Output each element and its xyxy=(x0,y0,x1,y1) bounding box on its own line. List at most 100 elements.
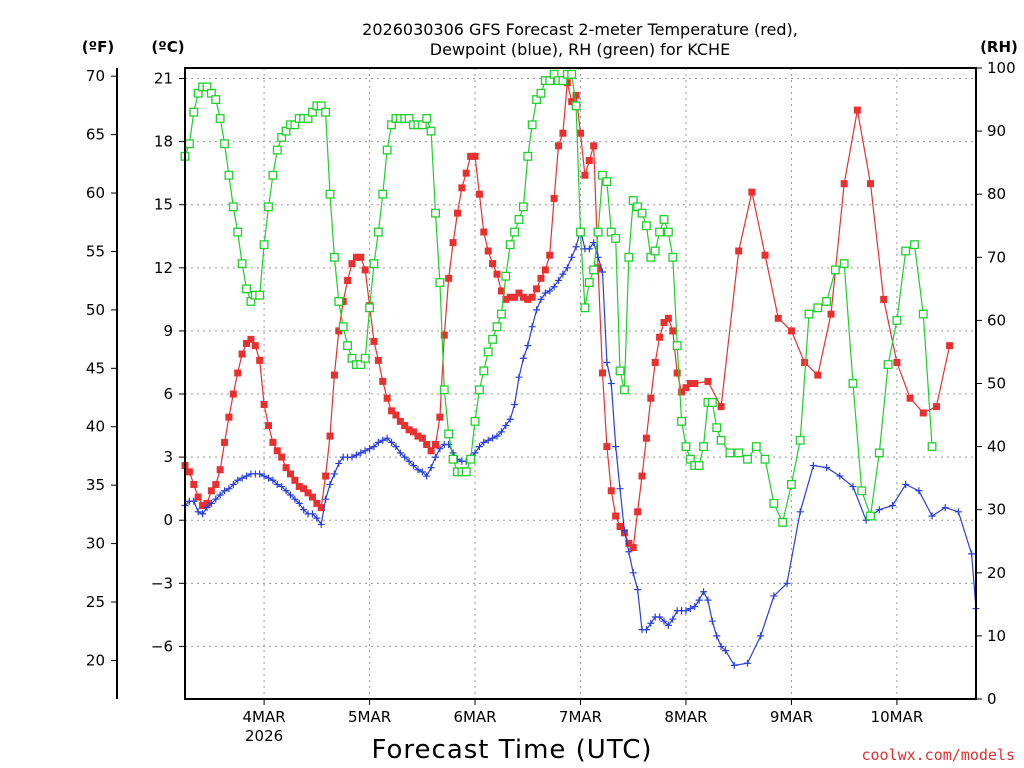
dewpoint-point xyxy=(809,462,817,470)
dewpoint-point xyxy=(401,453,409,461)
temperature-point xyxy=(506,293,514,301)
temperature-point xyxy=(612,512,620,520)
rh-point xyxy=(760,454,770,464)
dewpoint-point xyxy=(730,661,738,669)
rh-point xyxy=(527,120,537,130)
temperature-point xyxy=(541,266,549,274)
dewpoint-point xyxy=(783,579,791,587)
dewpoint-point xyxy=(493,432,501,440)
temperature-point xyxy=(537,274,545,282)
temperature-point xyxy=(629,544,637,552)
temperature-point xyxy=(185,468,193,476)
x-tick-label: 9MAR xyxy=(770,708,813,726)
rh-point xyxy=(268,170,278,180)
temperature-point xyxy=(625,539,633,547)
dewpoint-point xyxy=(256,470,264,478)
temperature-point xyxy=(704,377,712,385)
temperature-point xyxy=(379,377,387,385)
dewpoint-point xyxy=(770,592,778,600)
temperature-point xyxy=(502,295,510,303)
dewpoint-point xyxy=(414,466,422,474)
fahrenheit-tick-label: 65 xyxy=(86,126,105,144)
rh-tick-label: 20 xyxy=(987,564,1006,582)
temperature-point xyxy=(590,142,598,150)
rh-point xyxy=(448,454,458,464)
rh-point xyxy=(778,517,788,527)
dewpoint-point xyxy=(691,602,699,610)
dewpoint-point xyxy=(194,508,202,516)
dewpoint-point xyxy=(207,499,215,507)
temperature-point xyxy=(533,285,541,293)
rh-point xyxy=(224,170,234,180)
temperature-point xyxy=(581,171,589,179)
rh-point xyxy=(334,297,344,306)
rh-point xyxy=(910,240,919,250)
temperature-point xyxy=(418,434,426,442)
dewpoint-point xyxy=(317,520,325,528)
x-tick-sublabel: 2026 xyxy=(245,727,283,745)
dewpoint-point xyxy=(308,510,316,518)
rh-point xyxy=(883,360,893,370)
dewpoint-line xyxy=(184,229,977,666)
rh-point xyxy=(505,240,515,250)
temperature-point xyxy=(651,358,659,366)
temperature-point xyxy=(194,493,202,501)
rh-point xyxy=(567,69,577,79)
rh-point xyxy=(641,221,651,231)
rh-point xyxy=(518,202,528,212)
rh-point xyxy=(743,454,752,464)
dewpoint-point xyxy=(361,447,369,455)
dewpoint-point xyxy=(234,476,242,484)
dewpoint-point xyxy=(823,464,831,472)
temperature-point xyxy=(761,251,769,259)
temperature-point xyxy=(932,403,940,411)
x-tick-label: 5MAR xyxy=(348,708,391,726)
dewpoint-point xyxy=(889,501,897,509)
temperature-point xyxy=(396,417,404,425)
temperature-point xyxy=(840,180,848,188)
temperature-point xyxy=(322,472,330,480)
x-tick-label: 7MAR xyxy=(559,708,602,726)
temperature-point xyxy=(664,314,672,322)
dewpoint-point xyxy=(436,445,444,453)
temperature-point xyxy=(238,350,246,358)
rh-tick-label: 10 xyxy=(987,627,1006,645)
temperature-point xyxy=(388,407,396,415)
dewpoint-point xyxy=(524,342,532,350)
rh-point xyxy=(483,347,493,357)
temperature-point xyxy=(291,476,299,484)
rh-point xyxy=(215,114,225,123)
dewpoint-point xyxy=(519,354,527,362)
rh-point xyxy=(707,397,717,407)
rh-point xyxy=(325,189,335,199)
dewpoint-point xyxy=(555,276,563,284)
temperature-point xyxy=(748,188,756,196)
dewpoint-point xyxy=(313,514,321,522)
rh-point xyxy=(259,240,269,250)
dewpoint-point xyxy=(410,462,418,470)
dewpoint-point xyxy=(717,642,725,650)
dewpoint-point xyxy=(700,588,708,596)
temperature-point xyxy=(304,489,312,497)
temperature-point xyxy=(647,394,655,402)
rh-point xyxy=(496,309,506,319)
temperature-point xyxy=(440,331,448,339)
dewpoint-point xyxy=(295,499,303,507)
rh-tick-label: 80 xyxy=(987,185,1006,203)
dewpoint-point xyxy=(669,615,677,623)
temperature-point xyxy=(827,310,835,318)
dewpoint-point xyxy=(568,253,576,261)
temperature-point xyxy=(603,443,611,451)
dewpoint-point xyxy=(352,451,360,459)
temperature-point xyxy=(308,493,316,501)
temperature-point xyxy=(278,453,286,461)
dewpoint-point xyxy=(238,474,246,482)
temperature-point xyxy=(577,129,584,137)
temperature-point xyxy=(669,327,677,335)
celsius-tick-label: 12 xyxy=(154,259,173,277)
dewpoint-point xyxy=(282,487,290,495)
temperature-point xyxy=(243,340,251,348)
temperature-point xyxy=(357,253,365,261)
dewpoint-point xyxy=(616,485,624,493)
dewpoint-point xyxy=(915,487,923,495)
